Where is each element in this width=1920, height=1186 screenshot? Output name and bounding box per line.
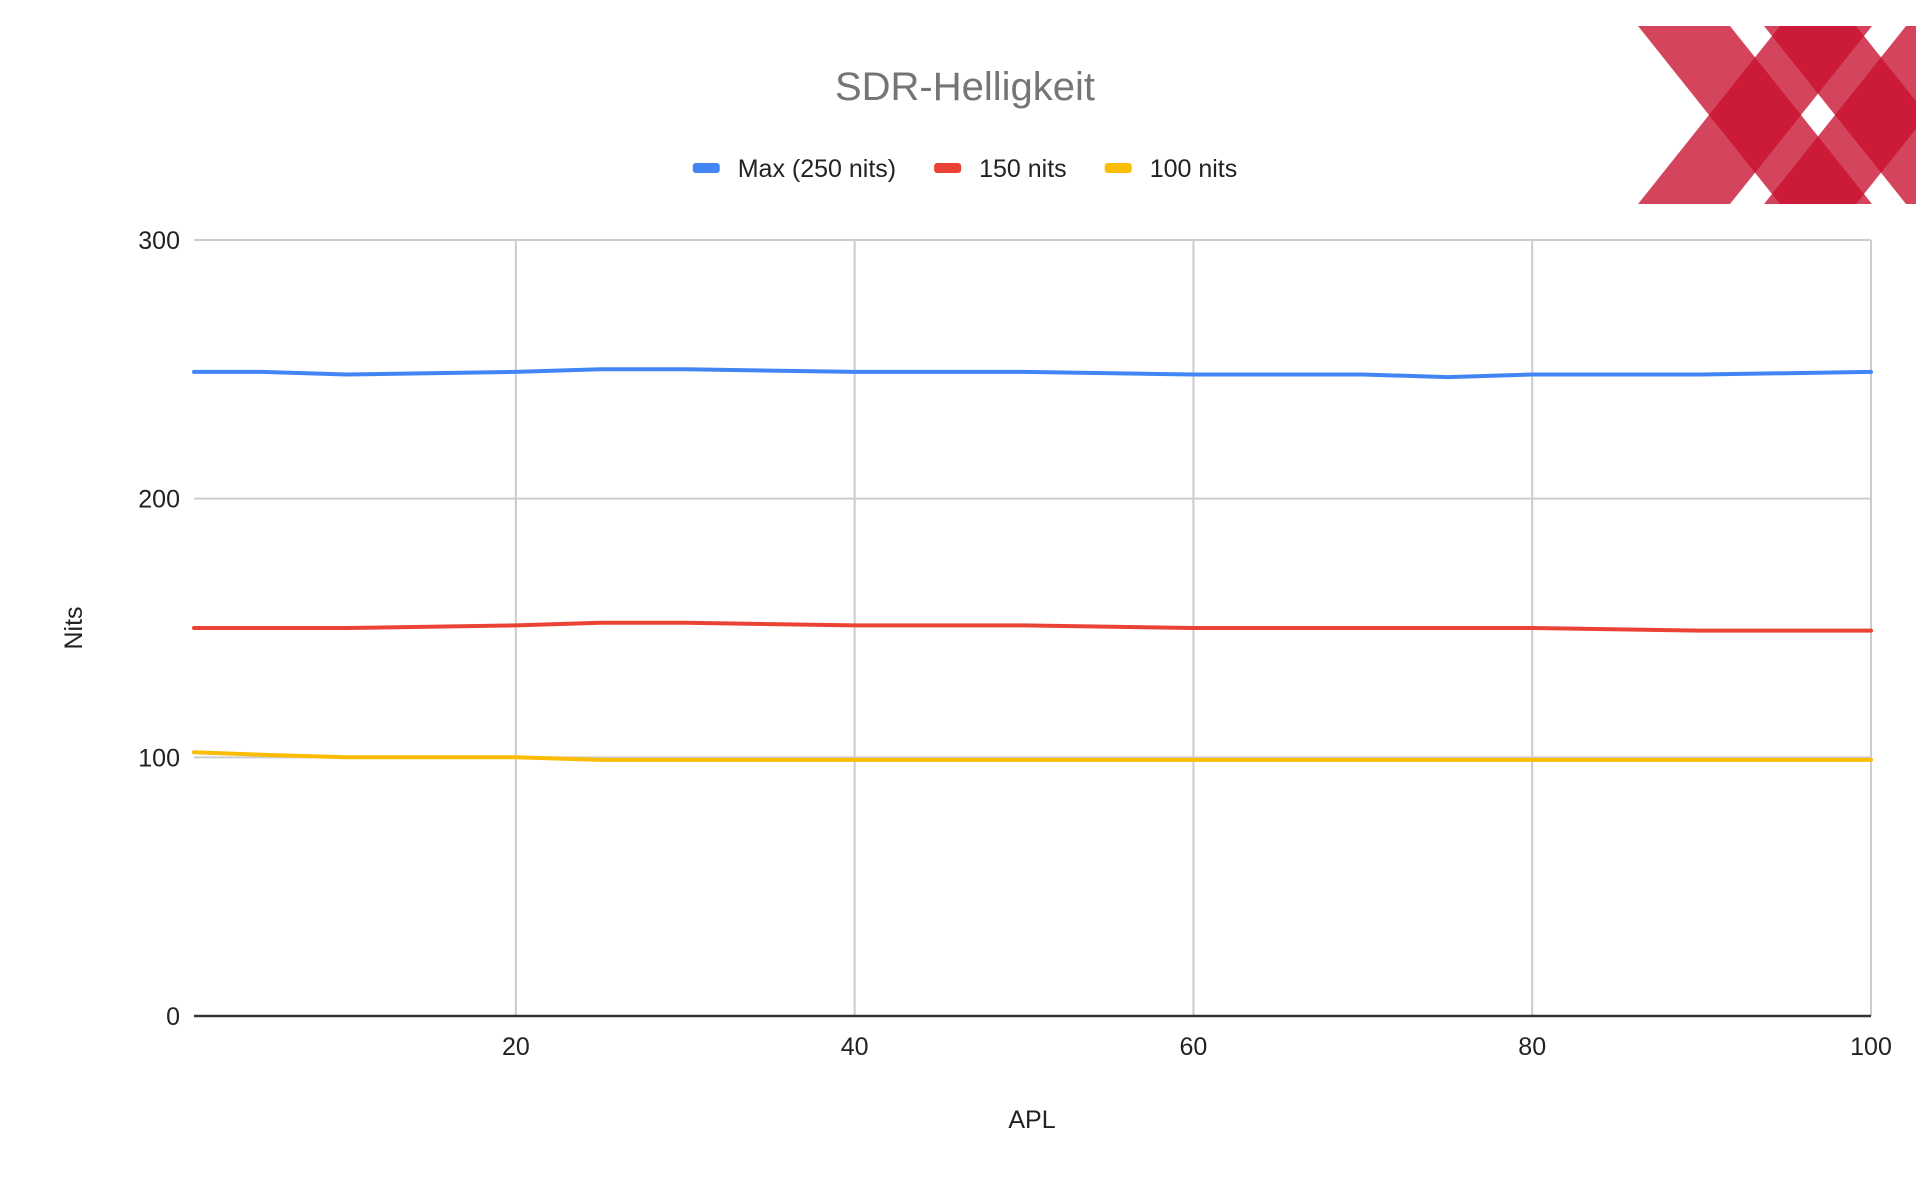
legend-label: Max (250 nits): [738, 155, 896, 183]
legend-swatch: [934, 163, 962, 173]
y-tick-label: 300: [138, 227, 180, 255]
x-tick-label: 20: [502, 1033, 530, 1061]
series-line: [192, 620, 1873, 633]
legend-swatch: [692, 163, 720, 173]
x-tick-label: 60: [1180, 1033, 1208, 1061]
y-tick-label: 0: [166, 1003, 180, 1031]
logo-mark-right: [1764, 26, 1916, 204]
legend-label: 100 nits: [1150, 155, 1238, 183]
x-tick-label: 100: [1850, 1033, 1892, 1061]
legend-item: 100 nits: [1104, 155, 1238, 183]
y-tick-label: 200: [138, 486, 180, 514]
y-tick-label: 100: [138, 744, 180, 772]
legend: Max (250 nits) 150 nits 100 nits: [692, 155, 1238, 183]
logo-stroke-right-b: [1764, 26, 1916, 204]
legend-item: 150 nits: [934, 155, 1067, 183]
series-line: [192, 367, 1873, 380]
legend-label: 150 nits: [979, 155, 1067, 183]
x-tick-label: 40: [841, 1033, 869, 1061]
xx-logo: [1638, 26, 1916, 204]
series-line: [192, 750, 1873, 762]
x-tick-label: 80: [1518, 1033, 1546, 1061]
axis-layer: 0 100 200 300 20 40 60 80 100: [138, 227, 1892, 1061]
legend-swatch: [1104, 163, 1132, 173]
y-axis-label: Nits: [60, 606, 88, 649]
series-layer: [192, 367, 1873, 762]
x-axis-label: APL: [1008, 1106, 1055, 1134]
chart-title: SDR-Helligkeit: [835, 65, 1095, 109]
legend-item: Max (250 nits): [692, 155, 896, 183]
